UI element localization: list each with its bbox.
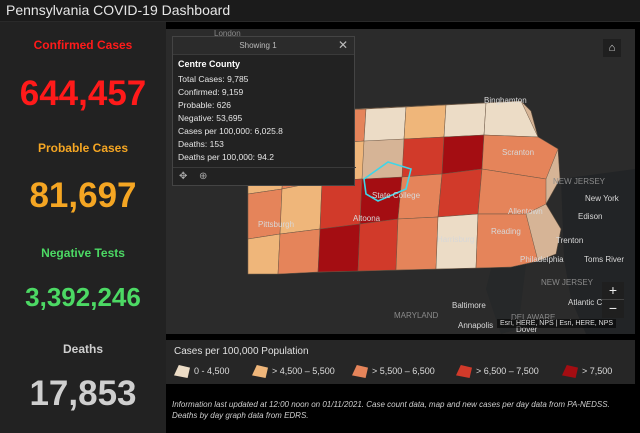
- legend-label: > 7,500: [582, 365, 613, 376]
- map-label: Baltimore: [452, 301, 486, 310]
- map-label: Scranton: [502, 148, 535, 157]
- map-label: Pittsburgh: [258, 220, 295, 229]
- county-shape: [441, 134, 485, 175]
- map-label: Trenton: [556, 236, 584, 245]
- negative-tests-value: 3,392,246: [25, 282, 141, 312]
- county-shape: [317, 223, 361, 273]
- home-button[interactable]: ⌂: [603, 39, 621, 57]
- legend-swatch: [562, 365, 578, 378]
- update-footnote: Information last updated at 12:00 noon o…: [172, 400, 610, 420]
- county-shape: [401, 136, 445, 178]
- confirmed-cases-value: 644,457: [19, 74, 147, 113]
- popup-line: Negative: 53,695: [178, 113, 243, 123]
- county-shape: [437, 168, 483, 218]
- county-popup[interactable]: Showing 1 ✕ Centre County Total Cases: 9…: [172, 36, 356, 186]
- legend-item: > 7,500: [562, 365, 612, 378]
- map-label: State College: [372, 191, 421, 200]
- map-label: London: [214, 29, 241, 38]
- legend-swatch: [352, 365, 368, 378]
- map-label: MARYLAND: [394, 311, 439, 320]
- legend-title: Cases per 100,000 Population: [174, 346, 309, 357]
- zoom-control[interactable]: + −: [602, 282, 624, 318]
- popup-header: Showing 1 ✕: [173, 37, 354, 55]
- map-label: Annapolis: [458, 321, 494, 330]
- county-shape: [395, 216, 439, 271]
- app-header: Pennsylvania COVID-19 Dashboard: [0, 0, 640, 22]
- deaths-label: Deaths: [62, 342, 103, 356]
- map-label: NEW JERSEY: [541, 278, 594, 287]
- county-shape: [481, 134, 559, 180]
- zoom-out-button[interactable]: −: [608, 300, 618, 316]
- county-shape: [477, 168, 547, 215]
- map-label: Reading: [491, 227, 521, 236]
- confirmed-cases-label: Confirmed Cases: [33, 38, 133, 52]
- popup-line: Deaths: 153: [178, 139, 224, 149]
- county-shape: [357, 218, 399, 272]
- county-shape: [403, 104, 447, 140]
- popup-toolbar: ✥ ⊕: [173, 167, 356, 186]
- legend-swatch: [174, 365, 190, 378]
- map-label: Dover: [516, 325, 538, 334]
- map-label: Atlantic City: [568, 298, 611, 307]
- app-title: Pennsylvania COVID-19 Dashboard: [6, 2, 231, 18]
- map-label: New York: [585, 194, 619, 203]
- popup-county-name: Centre County: [178, 59, 241, 69]
- map-label: Philadelphia: [520, 255, 564, 264]
- map-label: Allentown: [508, 207, 543, 216]
- probable-cases-label: Probable Cases: [37, 141, 129, 155]
- county-shape: [475, 213, 539, 269]
- popup-line: Confirmed: 9,159: [178, 87, 244, 97]
- map-label: Toms River: [584, 255, 625, 264]
- popup-count: Showing 1: [239, 41, 277, 50]
- legend-label: 0 - 4,500: [194, 365, 230, 376]
- map-label: Binghamton: [484, 96, 527, 105]
- legend-label: > 5,500 – 6,500: [372, 365, 435, 376]
- bay-area: [486, 249, 526, 334]
- deaths-value: 17,853: [29, 374, 137, 413]
- legend-swatch: [456, 365, 472, 378]
- county-shape: [277, 228, 321, 275]
- stats-panel: Confirmed Cases 644,457 Probable Cases 8…: [0, 22, 166, 433]
- home-icon: ⌂: [608, 42, 616, 54]
- legend-swatch: [252, 365, 268, 378]
- county-shape: [247, 188, 283, 240]
- legend-item: 0 - 4,500: [174, 365, 230, 378]
- legend-label: > 6,500 – 7,500: [476, 365, 539, 376]
- county-shape: [443, 102, 487, 138]
- map-label: Edison: [578, 212, 603, 221]
- county-shape: [363, 106, 407, 142]
- probable-cases-value: 81,697: [29, 176, 137, 215]
- legend-item: > 4,500 – 5,500: [252, 365, 335, 378]
- centre-county-highlight: [363, 161, 412, 202]
- popup-line: Deaths per 100,000: 94.2: [178, 152, 274, 162]
- legend-label: > 4,500 – 5,500: [272, 365, 335, 376]
- county-shape: [247, 233, 281, 275]
- legend-panel: Cases per 100,000 Population 0 - 4,500 >…: [166, 340, 635, 384]
- popup-line: Probable: 626: [178, 100, 231, 110]
- zoom-in-button[interactable]: +: [602, 282, 624, 300]
- negative-tests-label: Negative Tests: [41, 246, 125, 260]
- move-icon[interactable]: ✥: [179, 171, 188, 182]
- popup-line: Cases per 100,000: 6,025.8: [178, 126, 283, 136]
- zoom-to-icon[interactable]: ⊕: [199, 171, 208, 182]
- map-attribution[interactable]: Esri, HERE, NPS | Esri, HERE, NPS: [497, 319, 617, 328]
- map-label: Harrisburg: [437, 235, 475, 244]
- popup-line: Total Cases: 9,785: [178, 74, 249, 84]
- map-label: Altoona: [353, 214, 381, 223]
- close-icon[interactable]: ✕: [337, 38, 348, 52]
- map-label: NEW JERSEY: [553, 177, 606, 186]
- legend-item: > 5,500 – 6,500: [352, 365, 435, 378]
- legend-item: > 6,500 – 7,500: [456, 365, 539, 378]
- map-label: DELAWARE: [511, 313, 556, 322]
